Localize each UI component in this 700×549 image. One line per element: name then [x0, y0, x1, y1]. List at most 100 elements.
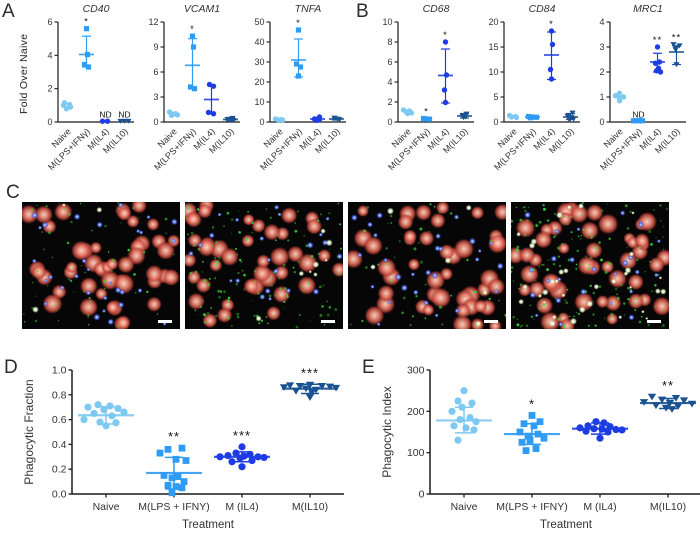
data-point [311, 386, 321, 394]
y-tick-label: 300 [407, 365, 425, 377]
data-point [106, 402, 114, 410]
data-point [530, 422, 538, 430]
scale-bar [321, 320, 335, 323]
significance-marker: * [296, 18, 301, 29]
data-point [94, 401, 102, 409]
x-axis-label: Treatment [540, 519, 593, 531]
data-point [426, 116, 433, 122]
data-point [295, 73, 302, 79]
data-point [164, 481, 172, 489]
data-point [254, 453, 262, 461]
data-point [590, 425, 598, 433]
group-m-il4- [572, 418, 628, 442]
scale-bar [484, 320, 498, 323]
data-point [652, 60, 659, 66]
group-m-lps-ifny-: ** [146, 429, 202, 497]
data-point [189, 33, 196, 39]
x-category-label: M (IL4) [225, 501, 258, 513]
data-point [307, 389, 317, 396]
significance-marker: ** [672, 33, 681, 44]
x-category-label: Naive [93, 501, 120, 513]
x-axis-label: Treatment [182, 519, 235, 531]
chart-vcam1: 036912VCAM1NaiveM(LPS+IFNγ)M(IL4)M(IL10)… [148, 3, 240, 172]
data-point [236, 454, 244, 462]
data-point [604, 428, 612, 436]
y-tick-label: 4 [47, 50, 52, 60]
data-point [182, 457, 190, 464]
y-tick-label: 1 [599, 92, 604, 102]
panel-b-label: B [356, 1, 369, 22]
data-point [612, 425, 620, 434]
data-point [408, 110, 415, 116]
group-m-il4- [204, 81, 219, 117]
data-point [81, 61, 88, 68]
y-tick-label: 0.6 [52, 414, 67, 426]
data-point [117, 118, 124, 124]
group-m-il10- [329, 115, 344, 123]
data-point [639, 399, 649, 406]
y-tick-label: 0.8 [52, 389, 67, 401]
microscopy-row [22, 202, 669, 329]
data-point [670, 42, 677, 48]
x-category-label: M (IL4) [583, 501, 616, 513]
x-category-label: M(LPS + IFNY) [496, 501, 567, 513]
data-point [260, 453, 268, 462]
data-point [647, 393, 657, 401]
data-point [190, 44, 197, 50]
y-tick-label: 4 [387, 77, 392, 87]
y-tick-label: 0.2 [52, 464, 67, 476]
group-naive [60, 100, 74, 112]
data-point [210, 83, 217, 89]
data-point [454, 397, 462, 405]
data-point [295, 27, 302, 33]
data-point [80, 416, 88, 424]
data-point [104, 118, 111, 124]
data-point [657, 396, 667, 404]
data-point [524, 432, 532, 440]
data-point [657, 69, 664, 75]
y-tick-label: 4 [599, 17, 604, 27]
data-point [85, 64, 92, 70]
data-point [516, 428, 524, 436]
data-point [518, 438, 526, 446]
data-point [301, 385, 311, 393]
y-tick-label: 10 [488, 67, 498, 77]
data-point [460, 387, 468, 395]
group-m-il10- [223, 115, 238, 123]
data-point [168, 489, 176, 497]
data-point [441, 87, 448, 93]
data-point [248, 456, 256, 465]
data-point [187, 84, 194, 90]
panel-c-label: C [6, 182, 20, 203]
data-point [569, 110, 576, 116]
significance-marker: ** [653, 35, 662, 46]
group-m-il10- [457, 111, 472, 121]
data-point [667, 406, 677, 413]
y-tick-label: 100 [407, 447, 425, 459]
group-naive [166, 109, 181, 119]
data-point [564, 113, 571, 119]
data-point [238, 443, 246, 451]
data-point [191, 86, 198, 92]
data-point [600, 419, 608, 427]
data-point [246, 450, 254, 458]
data-point [293, 61, 300, 67]
data-point [168, 474, 176, 482]
data-point [687, 400, 697, 408]
data-point [174, 112, 181, 118]
group-m-il4-: *** [214, 428, 270, 471]
x-category-label: M(IL10) [650, 501, 686, 513]
y-tick-label: 2 [387, 97, 392, 107]
significance-marker: * [84, 17, 89, 28]
data-point [528, 412, 536, 419]
data-point [121, 118, 128, 124]
micro-image-3 [348, 202, 506, 329]
data-point [63, 105, 70, 112]
data-point [205, 109, 212, 116]
significance-marker: * [443, 30, 448, 41]
data-point [295, 382, 305, 390]
data-point [460, 115, 467, 121]
nd-label: ND [632, 110, 644, 120]
data-point [508, 114, 515, 120]
y-tick-label: 6 [387, 57, 392, 67]
